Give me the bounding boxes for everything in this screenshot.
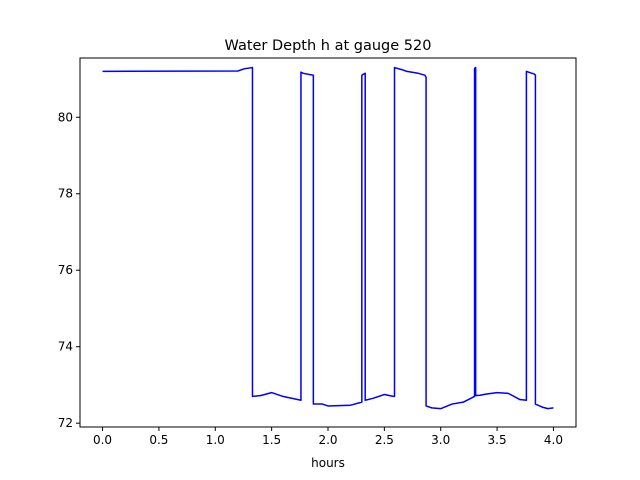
x-tick-label-2: 1.0 (206, 433, 225, 447)
y-tick-label-4: 80 (58, 110, 73, 124)
x-tick-label-4: 2.0 (318, 433, 337, 447)
y-tick-label-0: 72 (58, 416, 73, 430)
y-tick-label-2: 76 (58, 263, 73, 277)
plot-layer (102, 66, 554, 410)
y-tick-label-1: 74 (58, 340, 73, 354)
x-tick-label-1: 0.5 (149, 433, 168, 447)
x-tick-label-3: 1.5 (262, 433, 281, 447)
x-axis-label: hours (311, 456, 345, 470)
x-tick-label-0: 0.0 (93, 433, 112, 447)
x-tick-label-7: 3.5 (488, 433, 507, 447)
x-tick-label-6: 3.0 (431, 433, 450, 447)
x-tick-label-5: 2.5 (375, 433, 394, 447)
series-line-0 (102, 66, 554, 410)
y-tick-label-3: 78 (58, 187, 73, 201)
x-tick-label-8: 4.0 (544, 433, 563, 447)
axes-layer: 0.0 0.5 1.0 1.5 2.0 2.5 3.0 3.5 4.0 72 74 76 78 80 (58, 57, 577, 447)
chart-title: Water Depth h at gauge 520 (225, 38, 432, 54)
